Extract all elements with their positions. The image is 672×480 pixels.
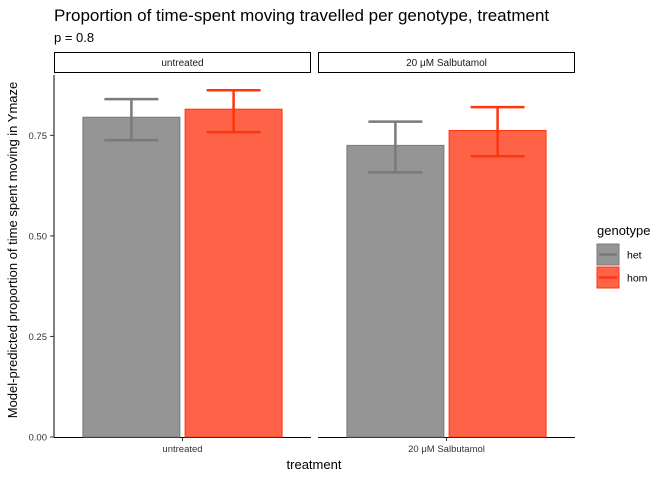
y-tick-label: 0.00 [29, 433, 48, 444]
legend-label-hom: hom [627, 273, 648, 285]
y-tick-label: 0.50 [29, 231, 48, 242]
facet-strip-label: 20 μM Salbutamol [406, 58, 487, 69]
legend-title: genotype [597, 223, 651, 238]
bar-het [82, 116, 181, 438]
y-tick-label: 0.25 [29, 332, 48, 343]
chart-title: Proportion of time-spent moving travelle… [54, 6, 549, 25]
bar-hom [448, 130, 547, 438]
bar-het [346, 144, 445, 438]
x-tick-label: untreated [162, 444, 202, 455]
y-axis-title: Model-predicted proportion of time spent… [5, 82, 20, 419]
y-tick-label: 0.75 [29, 131, 48, 142]
facet-strip [318, 52, 575, 73]
legend-label-het: het [627, 250, 642, 262]
bar-hom [184, 108, 283, 438]
facet-strip-label: untreated [161, 58, 203, 69]
facet-strip [54, 52, 311, 73]
plot-area: 0.00 0.25 0.50 0.75 untreated untreated 20 μM … [29, 52, 575, 455]
legend: genotype het hom [596, 223, 651, 289]
x-axis-title: treatment [287, 457, 342, 472]
chart-subtitle: p = 0.8 [54, 30, 94, 45]
x-tick-label: 20 μM Salbutamol [408, 444, 485, 455]
